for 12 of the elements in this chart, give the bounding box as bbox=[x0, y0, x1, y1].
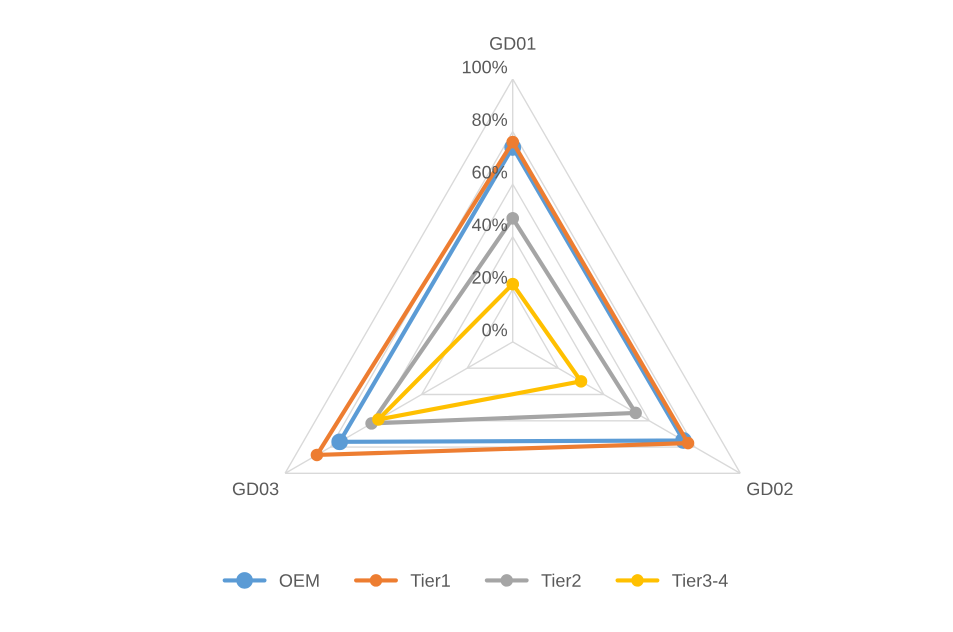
legend-label: Tier1 bbox=[410, 574, 450, 587]
spoke-label: GD03 bbox=[232, 482, 278, 496]
legend-label: OEM bbox=[280, 574, 319, 587]
spoke-label: GD01 bbox=[490, 37, 536, 50]
y-tick-label: 20% bbox=[472, 270, 508, 284]
legend-label: Tier2 bbox=[541, 574, 581, 587]
y-tick-label: 0% bbox=[482, 324, 508, 336]
y-tick-label: 40% bbox=[472, 218, 508, 232]
y-tick-label: 80% bbox=[472, 113, 508, 126]
y-tick-label: 100% bbox=[462, 60, 508, 74]
spoke-label: GD02 bbox=[747, 482, 793, 496]
legend-label: Tier3-4 bbox=[672, 574, 728, 587]
